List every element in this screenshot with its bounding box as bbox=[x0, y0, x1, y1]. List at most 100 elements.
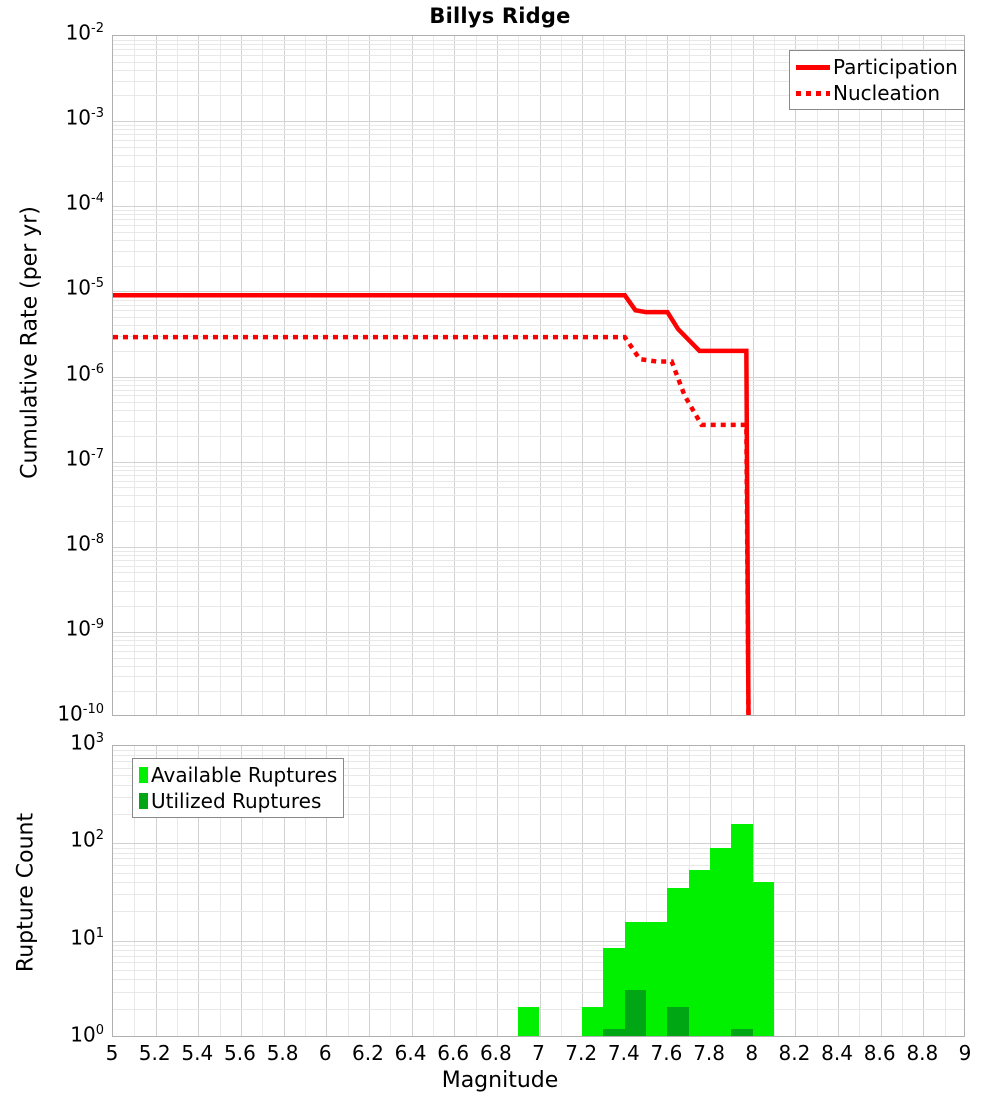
cumulative-rate-plot bbox=[112, 35, 965, 716]
x-tick-label: 8.8 bbox=[906, 1041, 938, 1065]
gridline-horizontal bbox=[113, 962, 964, 963]
gridline-horizontal bbox=[113, 979, 964, 980]
bar-available-ruptures bbox=[689, 870, 710, 1036]
top-panel-y-axis-label: Cumulative Rate (per yr) bbox=[18, 163, 43, 523]
legend-item-participation: Participation bbox=[792, 54, 962, 80]
x-tick-label: 7.8 bbox=[693, 1041, 725, 1065]
y-tick: 10-2 bbox=[0, 22, 104, 43]
y-tick-label: 10-8 bbox=[0, 533, 104, 554]
y-tick-label: 10-7 bbox=[0, 448, 104, 469]
gridline-horizontal bbox=[113, 843, 964, 844]
x-tick-label: 8.2 bbox=[778, 1041, 810, 1065]
y-tick-label: 10-6 bbox=[0, 363, 104, 384]
y-tick: 10-6 bbox=[0, 363, 104, 384]
curve-nucleation bbox=[113, 337, 748, 716]
gridline-horizontal bbox=[113, 873, 964, 874]
legend-item-utilized-ruptures: Utilized Ruptures bbox=[135, 788, 341, 814]
y-tick-label: 103 bbox=[0, 732, 104, 753]
page-title: Billys Ridge bbox=[0, 4, 1000, 28]
x-tick-label: 5.6 bbox=[224, 1041, 256, 1065]
legend-label: Participation bbox=[833, 55, 958, 79]
x-tick-label: 6 bbox=[319, 1041, 332, 1065]
gridline-horizontal bbox=[113, 941, 964, 942]
legend-label: Available Ruptures bbox=[151, 763, 337, 787]
y-tick: 10-3 bbox=[0, 107, 104, 128]
y-tick-label: 10-3 bbox=[0, 107, 104, 128]
y-tick: 10-5 bbox=[0, 277, 104, 298]
legend-label: Utilized Ruptures bbox=[151, 789, 321, 813]
bar-available-ruptures bbox=[710, 848, 731, 1036]
bar-available-ruptures bbox=[518, 1007, 539, 1036]
y-tick-label: 10-2 bbox=[0, 22, 104, 43]
x-tick-label: 7.6 bbox=[651, 1041, 683, 1065]
y-tick: 10-8 bbox=[0, 533, 104, 554]
bar-available-ruptures bbox=[753, 882, 774, 1036]
legend-item-nucleation: Nucleation bbox=[792, 80, 962, 106]
gridline-horizontal bbox=[113, 882, 964, 883]
gridline-horizontal bbox=[113, 894, 964, 895]
gridline-horizontal bbox=[113, 858, 964, 859]
chart-page: Billys Ridge Cumulative Rate (per yr) Ru… bbox=[0, 0, 1000, 1100]
bar-utilized-ruptures bbox=[625, 990, 646, 1036]
x-tick-label: 5.2 bbox=[139, 1041, 171, 1065]
x-tick-label: 6.8 bbox=[480, 1041, 512, 1065]
bar-utilized-ruptures bbox=[731, 1029, 752, 1036]
y-tick-label: 101 bbox=[0, 927, 104, 948]
legend-swatch-fill bbox=[139, 793, 148, 809]
legend-swatch-line bbox=[796, 91, 830, 96]
gridline-horizontal bbox=[113, 755, 964, 756]
y-tick-label: 102 bbox=[0, 829, 104, 850]
bar-available-ruptures bbox=[582, 1007, 603, 1036]
gridline-horizontal bbox=[113, 853, 964, 854]
legend-swatch-fill bbox=[139, 767, 148, 783]
gridline-horizontal bbox=[113, 750, 964, 751]
y-tick: 10-10 bbox=[0, 703, 104, 724]
top-panel-curves bbox=[113, 36, 965, 716]
y-tick: 10-4 bbox=[0, 192, 104, 213]
x-tick-label: 6.6 bbox=[437, 1041, 469, 1065]
bottom-panel-y-axis-label: Rupture Count bbox=[14, 763, 39, 1023]
gridline-horizontal bbox=[113, 848, 964, 849]
gridline-horizontal bbox=[113, 970, 964, 971]
x-tick-label: 7.4 bbox=[608, 1041, 640, 1065]
y-tick: 102 bbox=[0, 829, 104, 850]
x-tick-label: 6.4 bbox=[395, 1041, 427, 1065]
legend-item-available-ruptures: Available Ruptures bbox=[135, 762, 341, 788]
legend-swatch-line bbox=[796, 65, 830, 70]
bar-available-ruptures bbox=[731, 824, 752, 1036]
y-tick-label: 10-10 bbox=[0, 703, 104, 724]
x-tick-label: 7.2 bbox=[565, 1041, 597, 1065]
y-tick-label: 10-5 bbox=[0, 277, 104, 298]
y-tick: 10-9 bbox=[0, 618, 104, 639]
y-tick-label: 10-4 bbox=[0, 192, 104, 213]
x-tick-label: 8.6 bbox=[864, 1041, 896, 1065]
bottom-panel-legend: Available RupturesUtilized Ruptures bbox=[132, 758, 344, 818]
gridline-horizontal bbox=[113, 956, 964, 957]
gridline-horizontal bbox=[113, 945, 964, 946]
y-tick-label: 100 bbox=[0, 1024, 104, 1045]
bar-utilized-ruptures bbox=[667, 1007, 688, 1036]
bar-utilized-ruptures bbox=[603, 1029, 624, 1036]
top-panel-legend: ParticipationNucleation bbox=[789, 50, 965, 110]
y-tick: 101 bbox=[0, 927, 104, 948]
y-tick: 103 bbox=[0, 732, 104, 753]
x-tick-label: 5.8 bbox=[267, 1041, 299, 1065]
legend-label: Nucleation bbox=[833, 81, 940, 105]
y-tick-label: 10-9 bbox=[0, 618, 104, 639]
x-tick-label: 5 bbox=[106, 1041, 119, 1065]
x-tick-label: 5.4 bbox=[181, 1041, 213, 1065]
x-tick-label: 6.2 bbox=[352, 1041, 384, 1065]
curve-participation bbox=[113, 295, 748, 716]
x-tick-label: 8 bbox=[745, 1041, 758, 1065]
bar-available-ruptures bbox=[646, 922, 667, 1036]
gridline-horizontal bbox=[113, 865, 964, 866]
x-tick-label: 8.4 bbox=[821, 1041, 853, 1065]
y-tick: 10-7 bbox=[0, 448, 104, 469]
gridline-horizontal bbox=[113, 992, 964, 993]
x-axis-label: Magnitude bbox=[0, 1068, 1000, 1093]
x-tick-label: 7 bbox=[532, 1041, 545, 1065]
gridline-horizontal bbox=[113, 911, 964, 912]
gridline-horizontal bbox=[113, 950, 964, 951]
bar-available-ruptures bbox=[603, 948, 624, 1036]
y-tick: 100 bbox=[0, 1024, 104, 1045]
